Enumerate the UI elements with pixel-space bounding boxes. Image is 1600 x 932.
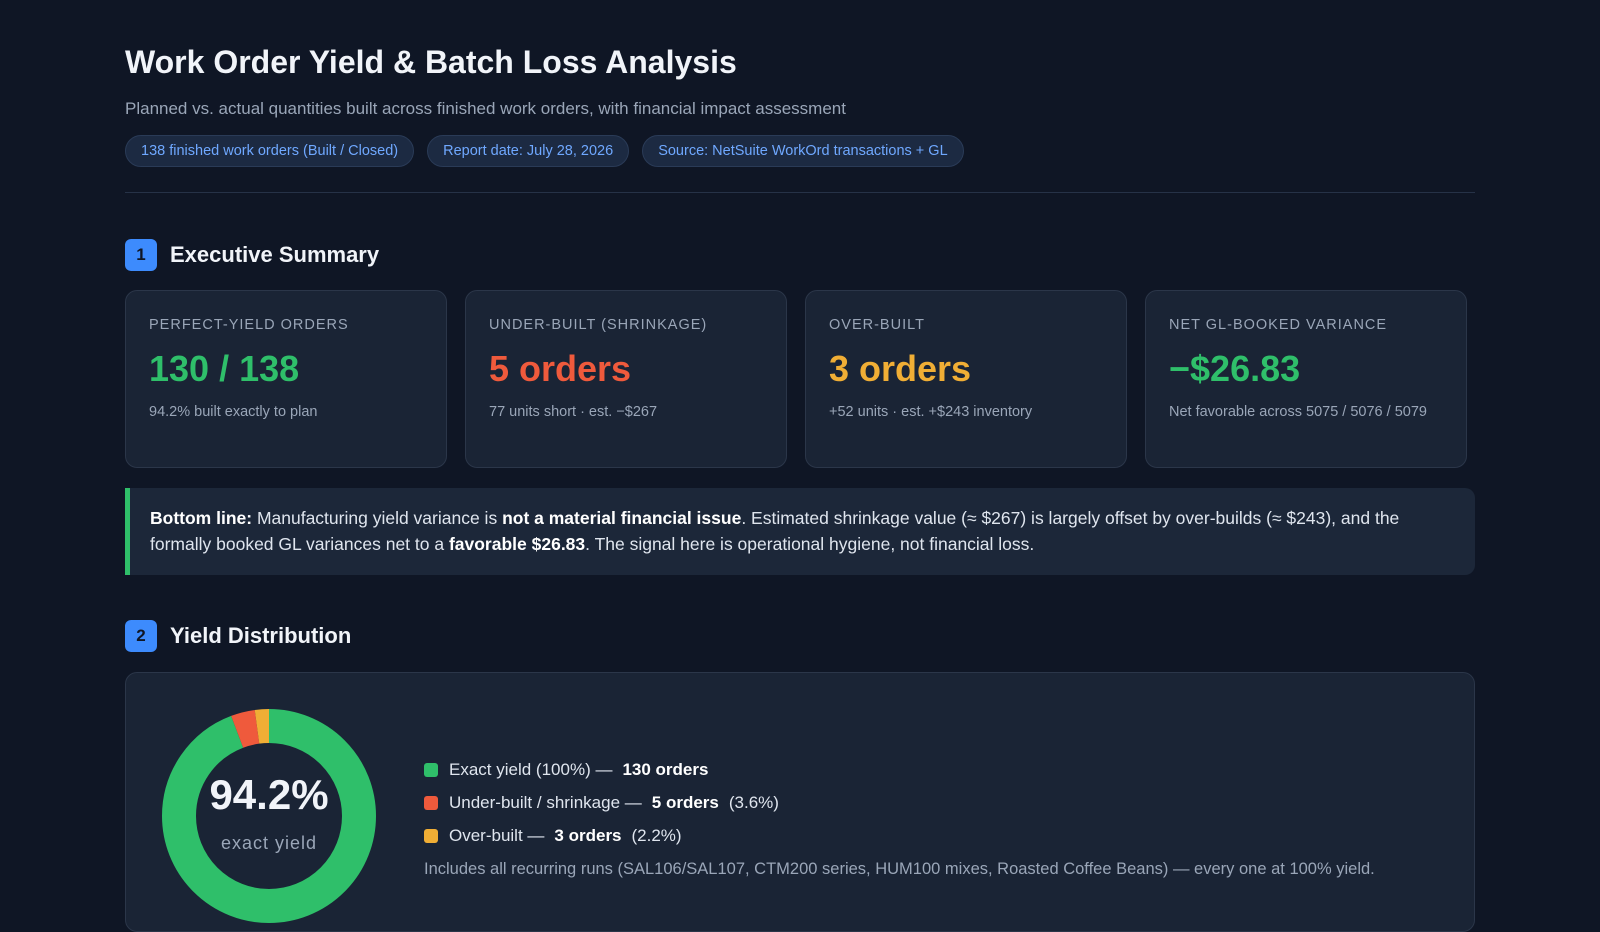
kpi-label: OVER-BUILT — [829, 317, 925, 333]
donut-slice-over-built — [162, 709, 376, 923]
legend-percent: (3.6%) — [728, 792, 779, 812]
kpi-card-net-gl-variance: NET GL-BOOKED VARIANCE −$26.83 Net favor… — [1145, 290, 1467, 468]
chip-source: Source: NetSuite WorkOrd transactions + … — [642, 135, 964, 167]
bottom-line-callout: Bottom line: Manufacturing yield varianc… — [125, 488, 1475, 575]
kpi-label: NET GL-BOOKED VARIANCE — [1169, 317, 1388, 333]
section-number-badge: 1 — [125, 239, 157, 271]
kpi-note: Net favorable across 5075 / 5076 / 5079 — [1169, 404, 1427, 420]
donut-center-value: 94.2% — [209, 771, 329, 818]
section-title: Yield Distribution — [170, 623, 352, 648]
kpi-label: PERFECT-YIELD ORDERS — [149, 317, 349, 333]
legend-item-over-built: Over-built — 3 orders (2.2%) — [424, 819, 779, 852]
kpi-note: 94.2% built exactly to plan — [149, 404, 318, 420]
legend-label: Exact yield (100%) — — [449, 759, 613, 779]
header-divider — [125, 192, 1475, 193]
legend-count: 130 orders — [622, 759, 709, 779]
donut-center: 94.2% exact yield — [162, 709, 376, 923]
legend-label: Under-built / shrinkage — — [449, 792, 642, 812]
kpi-note: +52 units · est. +$243 inventory — [829, 404, 1033, 420]
donut-legend: Exact yield (100%) — 130 orders Under-bu… — [424, 753, 779, 852]
kpi-value: −$26.83 — [1169, 348, 1301, 389]
legend-percent: (2.2%) — [631, 825, 682, 845]
bottom-line-emphasis: not a material financial issue — [502, 508, 742, 528]
kpi-card-under-built: UNDER-BUILT (SHRINKAGE) 5 orders 77 unit… — [465, 290, 787, 468]
bottom-line-text: Manufacturing yield variance is — [252, 508, 503, 528]
kpi-card-over-built: OVER-BUILT 3 orders +52 units · est. +$2… — [805, 290, 1127, 468]
legend-count: 5 orders — [651, 792, 719, 812]
meta-chips: 138 finished work orders (Built / Closed… — [125, 135, 964, 167]
kpi-card-perfect-yield: PERFECT-YIELD ORDERS 130 / 138 94.2% bui… — [125, 290, 447, 468]
legend-item-exact: Exact yield (100%) — 130 orders — [424, 753, 779, 786]
bottom-line-emphasis: favorable $26.83 — [448, 534, 586, 554]
legend-count: 3 orders — [554, 825, 622, 845]
section-number-badge: 2 — [125, 620, 157, 652]
bottom-line-text: . Estimated shrinkage value (≈ $267) is … — [150, 508, 1400, 554]
section-header-distribution: 2 Yield Distribution — [125, 620, 351, 652]
section-title: Executive Summary — [170, 242, 380, 267]
kpi-label: UNDER-BUILT (SHRINKAGE) — [489, 317, 708, 333]
kpi-note: 77 units short · est. −$267 — [489, 404, 658, 420]
bottom-line-lead: Bottom line: — [150, 508, 253, 528]
donut-center-label: exact yield — [220, 833, 318, 853]
summary-cards: PERFECT-YIELD ORDERS 130 / 138 94.2% bui… — [125, 290, 1467, 468]
legend-swatch — [424, 762, 438, 777]
yield-distribution-panel: 94.2% exact yield Exact yield (100%) — 1… — [125, 672, 1475, 932]
section-header-summary: 1 Executive Summary — [125, 239, 379, 271]
legend-label: Over-built — — [449, 825, 545, 845]
chip-report-date: Report date: July 28, 2026 — [427, 135, 630, 167]
kpi-value: 130 / 138 — [149, 348, 300, 389]
kpi-value: 5 orders — [489, 348, 632, 389]
page-title: Work Order Yield & Batch Loss Analysis — [125, 44, 737, 80]
distribution-note: Includes all recurring runs (SAL106/SAL1… — [424, 860, 1375, 878]
legend-item-under-built: Under-built / shrinkage — 5 orders (3.6%… — [424, 786, 779, 819]
legend-swatch — [424, 795, 438, 810]
legend-swatch — [424, 828, 438, 843]
bottom-line-text: . The signal here is operational hygiene… — [585, 534, 1035, 554]
page-subtitle: Planned vs. actual quantities built acro… — [125, 99, 846, 118]
kpi-value: 3 orders — [829, 348, 972, 389]
chip-order-count: 138 finished work orders (Built / Closed… — [125, 135, 415, 167]
